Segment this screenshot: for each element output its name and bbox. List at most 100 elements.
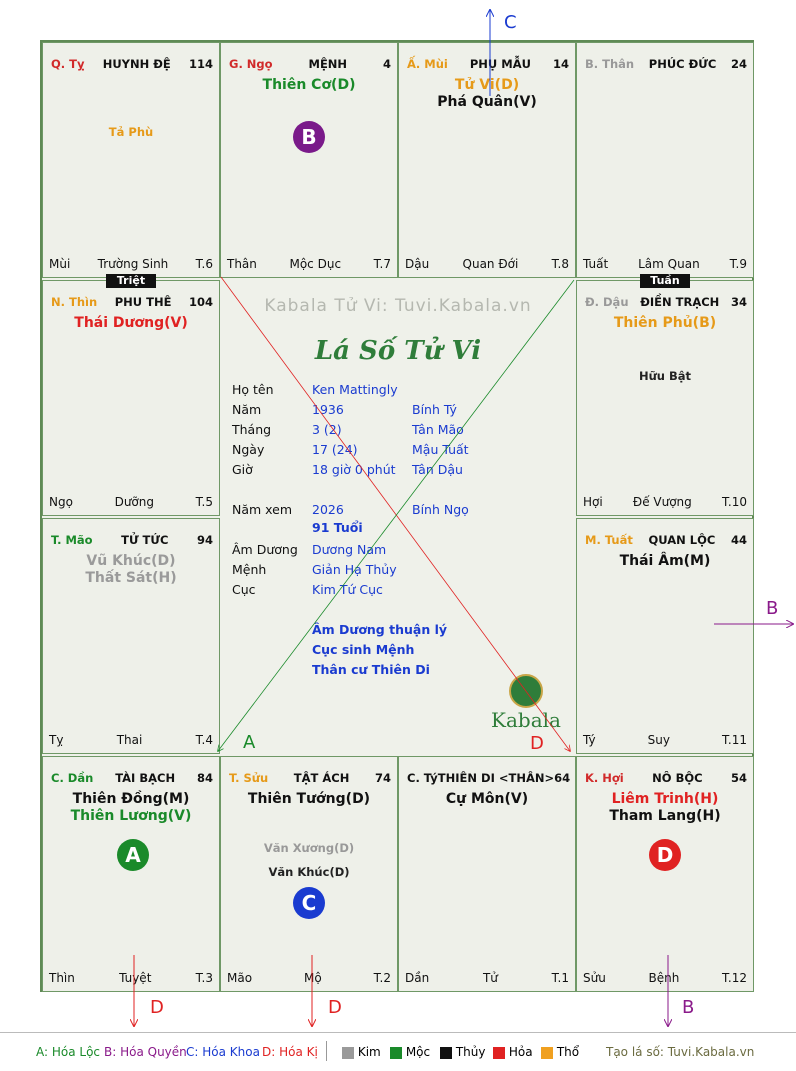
- palace-can-chi: B. Thân: [585, 57, 635, 71]
- info-value: 2026: [312, 502, 344, 517]
- main-star: Thiên Cơ(D): [262, 77, 356, 93]
- palace-can-chi: C. Tý: [407, 771, 438, 785]
- palace-header: T. Sửu TẬT ÁCH 74: [229, 771, 391, 785]
- legend-hoa: Hỏa: [493, 1045, 533, 1059]
- palace-can-chi: N. Thìn: [51, 295, 98, 309]
- palace-name: HUYNH ĐỆ: [102, 57, 171, 71]
- main-stars: Thiên Tướng(D): [221, 791, 397, 808]
- palace-stage: Thai: [116, 733, 143, 747]
- palace-branch: Hợi: [583, 495, 603, 509]
- palace-index: T.4: [195, 733, 213, 747]
- palace-footer: Ngọ Dưỡng T.5: [49, 495, 213, 509]
- palace-branch: Mão: [227, 971, 253, 985]
- hoa-badge-a: A: [117, 839, 149, 871]
- palace-name: TỬ TỨC: [121, 533, 169, 547]
- main-stars: Thái Âm(M): [577, 553, 753, 570]
- palace-cell: K. Hợi NÔ BỘC 54 Liêm Trinh(H) Tham Lang(H) S…: [576, 756, 754, 992]
- center-note: Cục sinh Mệnh: [312, 642, 415, 657]
- palace-can-chi: M. Tuất: [585, 533, 633, 547]
- palace-index: T.5: [195, 495, 213, 509]
- palace-number: 84: [196, 771, 213, 785]
- palace-number: 14: [552, 57, 569, 71]
- palace-name: TÀI BẠCH: [115, 771, 176, 785]
- palace-index: T.6: [195, 257, 213, 271]
- minor-star: Văn Khúc(D): [268, 865, 350, 879]
- palace-header: N. Thìn PHU THÊ 104: [51, 295, 213, 309]
- main-stars: Cự Môn(V): [399, 791, 575, 808]
- palace-name: NÔ BỘC: [652, 771, 703, 785]
- palace-stage: Suy: [647, 733, 670, 747]
- palace-header: Đ. Dậu ĐIỀN TRẠCH 34: [585, 295, 747, 309]
- label-d2: D: [328, 997, 342, 1018]
- palace-name: PHU THÊ: [114, 295, 172, 309]
- palace-branch: Tuất: [583, 257, 609, 271]
- palace-number: 4: [382, 57, 391, 71]
- main-stars: Thái Dương(V): [43, 315, 219, 332]
- palace-cell: T. Mão TỬ TỨC 94 Vũ Khúc(D) Thất Sát(H) Tỵ Tha…: [42, 518, 220, 754]
- hoa-badge-d: D: [649, 839, 681, 871]
- label-b-right: B: [766, 598, 779, 619]
- tuvi-chart-board: Q. Tỵ HUYNH ĐỆ 114 Tả Phù Mùi Trường Sinh T.6 G…: [40, 40, 754, 992]
- palace-index: T.1: [551, 971, 569, 985]
- palace-can-chi: Q. Tỵ: [51, 57, 85, 71]
- palace-can-chi: T. Mão: [51, 533, 93, 547]
- info-value: 1936: [312, 402, 344, 417]
- palace-index: T.10: [721, 495, 747, 509]
- info-label: Tháng: [232, 422, 272, 437]
- palace-number: 94: [196, 533, 213, 547]
- palace-name: THIÊN DI <THÂN>: [437, 771, 555, 785]
- main-stars: Thiên Phủ(B): [577, 315, 753, 332]
- main-star: Phá Quân(V): [437, 94, 537, 110]
- main-star: Tử Vi(D): [454, 77, 520, 93]
- palace-header: G. Ngọ MỆNH 4: [229, 57, 391, 71]
- legend-moc: Mộc: [390, 1045, 430, 1059]
- main-star: Tham Lang(H): [609, 808, 721, 824]
- palace-footer: Hợi Đế Vượng T.10: [583, 495, 747, 509]
- palace-branch: Ngọ: [49, 495, 73, 509]
- palace-number: 64: [554, 771, 571, 785]
- legend-hoa-quyen: B: Hóa Quyền: [104, 1045, 187, 1059]
- palace-name: TẬT ÁCH: [293, 771, 350, 785]
- info-label: Năm: [232, 402, 262, 417]
- palace-footer: Dậu Quan Đới T.8: [405, 257, 569, 271]
- info-value: Ken Mattingly: [312, 382, 398, 397]
- label-c-top: C: [504, 12, 517, 33]
- palace-footer: Tuất Lâm Quan T.9: [583, 257, 747, 271]
- info-label: Họ tên: [232, 382, 274, 397]
- palace-stage: Trường Sinh: [97, 257, 169, 271]
- kabala-logo: Kabala: [486, 674, 566, 732]
- hoa-swatch: [493, 1046, 505, 1059]
- palace-cell: T. Sửu TẬT ÁCH 74 Thiên Tướng(D) Văn Xương(D…: [220, 756, 398, 992]
- hoa-badge-c: C: [293, 887, 325, 919]
- palace-header: K. Hợi NÔ BỘC 54: [585, 771, 747, 785]
- palace-stage: Đế Vượng: [632, 495, 692, 509]
- palace-can-chi: G. Ngọ: [229, 57, 273, 71]
- label-a-line: A: [243, 732, 256, 753]
- palace-branch: Mùi: [49, 257, 71, 271]
- palace-index: T.8: [551, 257, 569, 271]
- legend-hoa-khoa: C: Hóa Khoa: [186, 1045, 260, 1059]
- palace-can-chi: K. Hợi: [585, 771, 624, 785]
- main-star: Thiên Tướng(D): [247, 791, 371, 807]
- info-value-canchi: Bính Ngọ: [412, 502, 469, 517]
- tuan-tag: Tuần: [640, 274, 690, 288]
- credit-link[interactable]: Tạo lá số: Tuvi.Kabala.vn: [606, 1045, 755, 1059]
- info-value-canchi: Mậu Tuất: [412, 442, 469, 457]
- label-d-line: D: [530, 733, 544, 754]
- info-label: Cục: [232, 582, 256, 597]
- palace-branch: Tý: [583, 733, 596, 747]
- palace-name: PHÚC ĐỨC: [648, 57, 717, 71]
- main-star: Thiên Đồng(M): [72, 791, 190, 807]
- palace-index: T.12: [722, 971, 747, 985]
- info-value: Kim Tứ Cục: [312, 582, 383, 597]
- chart-title: Lá Số Tử Vi: [314, 336, 482, 366]
- info-label: Mệnh: [232, 562, 267, 577]
- palace-name: ĐIỀN TRẠCH: [640, 295, 720, 309]
- palace-branch: Dậu: [405, 257, 430, 271]
- center-note: Thân cư Thiên Di: [312, 662, 430, 677]
- palace-index: T.3: [195, 971, 213, 985]
- tho-swatch: [541, 1046, 553, 1059]
- info-value-canchi: Tân Dậu: [412, 462, 463, 477]
- center-note: Âm Dương thuận lý: [312, 622, 448, 637]
